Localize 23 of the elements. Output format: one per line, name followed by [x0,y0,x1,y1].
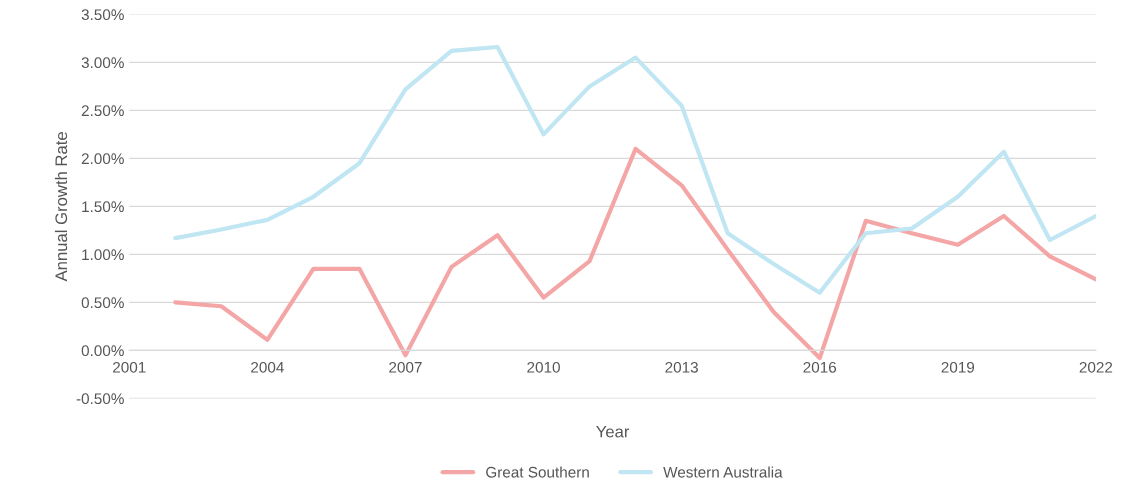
x-tick-label: 2022 [1079,361,1113,373]
y-axis-title: Annual Growth Rate [54,132,68,282]
y-tick-label: 2.50% [81,105,124,117]
x-tick-label: 2016 [803,361,837,373]
y-tick-label: 2.00% [81,153,124,165]
y-tick-label: 1.00% [82,249,124,261]
x-tick-label: 2010 [527,361,560,373]
x-tick-label: 2019 [941,361,975,373]
x-tick-label: 2007 [389,361,422,373]
y-tick-label: -0.50% [76,393,124,405]
y-tick-label: 3.00% [81,57,124,69]
x-axis-title: Year [596,425,630,438]
y-tick-label: 3.50% [81,9,124,21]
legend-label: Great Southern [486,466,589,478]
line-series [173,146,1096,361]
y-tick-label: 1.50% [82,201,124,213]
x-tick-label: 2004 [251,361,284,373]
y-tick-label: 0.50% [81,297,124,309]
y-tick-label: 0.00% [81,345,124,357]
x-tick-label: 2013 [665,361,698,373]
x-tick-label: 2001 [113,361,146,373]
line-series [173,44,1096,295]
legend-label: Western Australia [663,466,783,478]
